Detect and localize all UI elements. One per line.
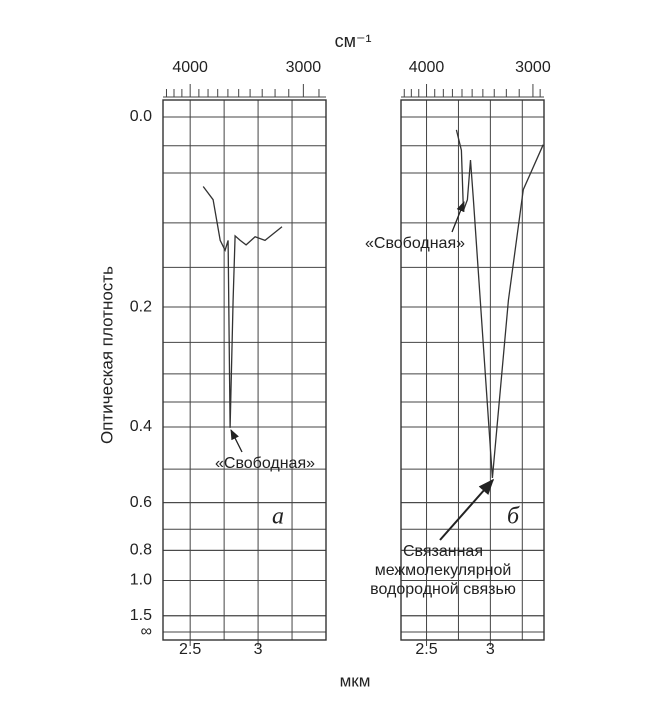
- y-tick-label: ∞: [141, 623, 152, 640]
- y-tick-label: 0.2: [130, 298, 152, 315]
- plot-frame: [162, 99, 327, 641]
- annotation: водородной связью: [370, 581, 516, 598]
- plot-frame: [400, 99, 545, 641]
- annotation: межмолекулярной: [375, 562, 512, 579]
- annotation-arrow: [230, 429, 243, 453]
- x2-axis-label: см⁻¹: [335, 31, 372, 51]
- x-axis-label: мкм: [340, 671, 371, 690]
- x-tick-label: 3: [486, 641, 495, 658]
- spectrum-line: [455, 129, 544, 478]
- annotation-arrow: [451, 201, 465, 233]
- y-tick-label: 0.0: [130, 108, 152, 125]
- y-axis-label: Оптическая плотность: [97, 266, 116, 444]
- y-tick-label: 0.4: [130, 418, 152, 435]
- x2-tick-label: 4000: [409, 59, 445, 76]
- y-tick-label: 0.8: [130, 542, 152, 559]
- x2-tick-label: 3000: [515, 59, 551, 76]
- x2-tick-label: 3000: [286, 59, 322, 76]
- x-tick-label: 2.5: [179, 641, 201, 658]
- annotation-arrow: [439, 478, 495, 541]
- annotation: «Свободная»: [365, 235, 465, 252]
- y-tick-label: 1.0: [130, 572, 152, 589]
- annotation: «Свободная»: [215, 455, 315, 472]
- spectrum-line: [202, 186, 283, 428]
- annotation: Связанная: [403, 543, 483, 560]
- y-tick-label: 0.6: [130, 494, 152, 511]
- x2-tick-label: 4000: [172, 59, 208, 76]
- x-tick-label: 3: [254, 641, 263, 658]
- panel-label: б: [507, 504, 520, 530]
- x-tick-label: 2.5: [415, 641, 437, 658]
- y-tick-label: 1.5: [130, 607, 152, 624]
- panel-label: а: [272, 504, 284, 530]
